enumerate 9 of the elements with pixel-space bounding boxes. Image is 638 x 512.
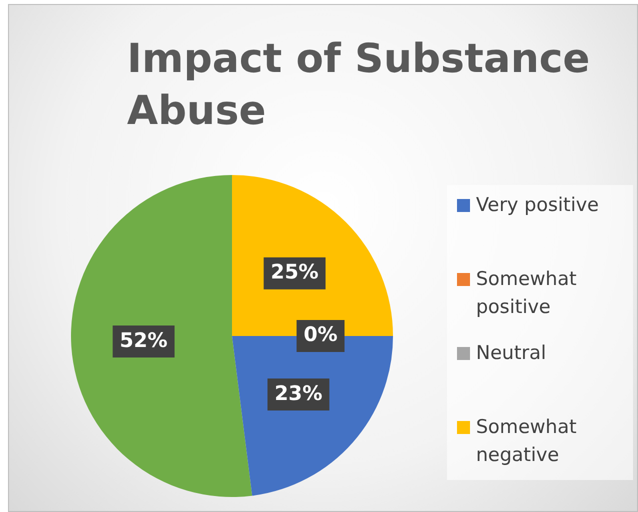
legend-label: Very positive: [476, 193, 599, 218]
chart-title: Impact of Substance Abuse: [127, 35, 591, 136]
text: 0%: [304, 322, 338, 346]
legend-label: Neutral: [476, 341, 546, 366]
legend-label: Somewhat negative: [476, 415, 578, 468]
data-label: 25%: [270, 260, 319, 284]
data-label: 52%: [120, 328, 168, 352]
legend-label: Somewhat positive: [476, 267, 578, 320]
data-label: 23%: [274, 380, 322, 405]
